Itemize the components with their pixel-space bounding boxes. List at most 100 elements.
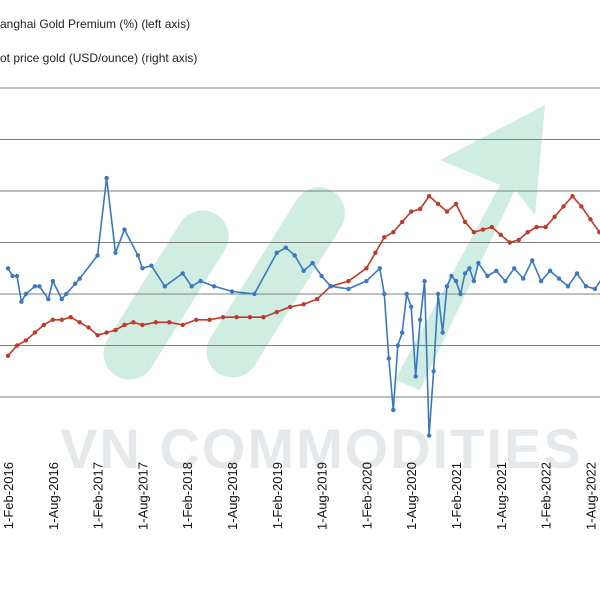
- legend-premium-label: anghai Gold Premium (%) (left axis): [0, 17, 190, 31]
- x-tick-label: 1-Feb-2016: [1, 462, 16, 529]
- x-tick-label: 1-Feb-2020: [359, 462, 374, 529]
- gold-point: [543, 224, 548, 230]
- legend: anghai Gold Premium (%) (left axis) ot p…: [0, 17, 197, 65]
- x-tick-label: 1-Aug-2017: [135, 462, 150, 530]
- legend-gold-label: ot price gold (USD/ounce) (right axis): [0, 51, 197, 65]
- premium-point: [444, 284, 450, 289]
- x-tick-label: 1-Aug-2021: [494, 462, 509, 530]
- x-tick-label: 1-Feb-2022: [539, 462, 554, 529]
- gold-point: [570, 194, 575, 199]
- premium-point: [458, 291, 463, 297]
- premium-point: [377, 266, 382, 271]
- watermark-text: VN COMMODITIES: [60, 417, 583, 480]
- x-tick-label: 1-Feb-2019: [270, 462, 285, 529]
- premium-point: [476, 260, 481, 266]
- premium-point: [453, 278, 459, 284]
- gold-point: [552, 214, 557, 219]
- premium-point: [162, 284, 167, 289]
- gold-point: [525, 230, 530, 235]
- premium-point: [556, 276, 562, 281]
- premium-point: [198, 278, 203, 284]
- premium-point: [149, 263, 154, 268]
- x-tick-label: 1-Feb-2017: [91, 462, 106, 529]
- gold-point: [153, 320, 158, 325]
- premium-point: [274, 250, 279, 255]
- gold-point: [588, 217, 593, 222]
- gold-point: [597, 230, 600, 235]
- premium-point: [46, 296, 51, 302]
- gold-point: [5, 353, 11, 358]
- gold-point: [14, 343, 20, 348]
- x-tick-label: 1-Aug-2018: [225, 462, 240, 530]
- gold-point: [471, 230, 477, 235]
- premium-point: [63, 291, 69, 297]
- gold-point: [247, 315, 253, 320]
- premium-point: [418, 317, 423, 322]
- premium-point: [440, 330, 445, 335]
- premium-point: [386, 356, 391, 361]
- gold-point: [409, 209, 414, 214]
- gold-point: [462, 219, 468, 225]
- gold-point: [167, 320, 172, 325]
- premium-point: [59, 296, 64, 302]
- gold-point: [373, 250, 378, 255]
- gold-point: [261, 315, 266, 320]
- premium-point: [104, 175, 109, 181]
- premium-point: [292, 253, 297, 258]
- gold-point: [104, 330, 109, 335]
- premium-point: [467, 266, 472, 271]
- premium-point: [494, 268, 499, 273]
- gold-point: [489, 224, 494, 230]
- premium-point: [113, 250, 118, 255]
- premium-point: [530, 258, 535, 263]
- premium-point: [404, 291, 409, 297]
- gold-point: [453, 201, 459, 207]
- premium-point: [409, 304, 414, 310]
- gold-point: [516, 237, 521, 243]
- gold-point: [32, 330, 38, 335]
- gold-point: [444, 209, 450, 214]
- premium-point: [574, 271, 580, 276]
- gold-point: [579, 204, 584, 209]
- gridlines: [0, 87, 600, 398]
- gold-point: [435, 201, 441, 207]
- gold-point: [23, 338, 29, 343]
- premium-point: [180, 271, 185, 276]
- premium-point: [346, 286, 351, 292]
- premium-point: [538, 278, 544, 284]
- premium-point: [77, 276, 82, 281]
- premium-point: [310, 260, 315, 266]
- x-tick-label: 1-Aug-2020: [404, 462, 419, 530]
- premium-point: [391, 407, 396, 413]
- gold-series: [5, 194, 600, 358]
- gold-point: [113, 327, 118, 333]
- premium-point: [503, 278, 508, 284]
- gold-point: [382, 235, 387, 240]
- premium-point: [413, 374, 418, 379]
- gold-point: [194, 317, 199, 322]
- premium-point: [95, 253, 100, 258]
- gold-point: [95, 333, 100, 338]
- gold-point: [207, 317, 212, 322]
- x-tick-label: 1-Aug-2016: [46, 462, 61, 530]
- premium-point: [422, 278, 427, 284]
- gold-point: [346, 278, 351, 284]
- premium-point: [592, 286, 598, 292]
- premium-point: [73, 281, 78, 286]
- gold-point: [59, 317, 64, 322]
- premium-point: [426, 433, 432, 438]
- gold-point: [364, 266, 369, 271]
- gold-point: [561, 204, 566, 209]
- premium-point: [10, 273, 15, 279]
- gold-point: [418, 206, 423, 212]
- gold-point: [68, 315, 73, 320]
- gold-point: [77, 320, 82, 325]
- gold-point: [480, 227, 486, 232]
- premium-point: [23, 291, 29, 297]
- gold-point: [234, 315, 239, 320]
- premium-point: [5, 266, 11, 271]
- gold-point: [41, 322, 46, 328]
- gold-point: [498, 232, 503, 237]
- gold-point: [131, 320, 136, 325]
